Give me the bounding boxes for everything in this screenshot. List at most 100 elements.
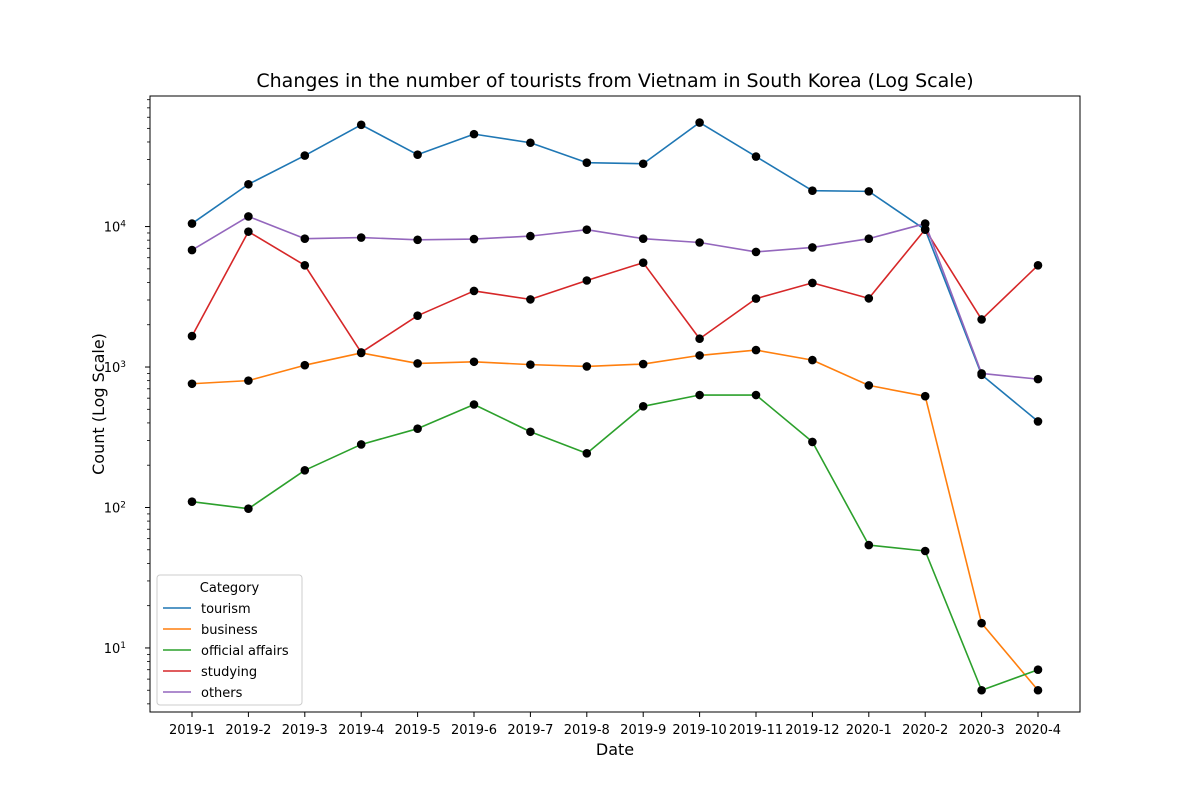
data-point-tourism [751, 152, 761, 161]
legend-label: business [201, 623, 258, 638]
data-point-studying [356, 348, 366, 357]
data-point-others [695, 238, 704, 247]
data-point-official-affairs [920, 546, 930, 556]
data-point-others [920, 219, 930, 228]
data-point-business [469, 357, 479, 367]
data-point-studying [300, 260, 310, 270]
y-tick-exponent: 2 [120, 500, 126, 510]
data-point-tourism [582, 158, 592, 167]
y-tick-label: 102 [104, 500, 126, 516]
data-point-business [1033, 685, 1043, 695]
data-point-official-affairs [977, 685, 986, 695]
series-line-others [191, 215, 1039, 380]
data-point-studying [1033, 260, 1043, 270]
x-axis: 2019-1 2019-2 2019-3 2019-4 2019-5 2019-6 2019… [169, 712, 1061, 738]
data-point-others [300, 234, 310, 243]
data-point-business [582, 362, 592, 371]
data-point-business [526, 360, 535, 369]
data-point-tourism [808, 186, 817, 195]
data-point-others [977, 369, 986, 378]
data-point-tourism [187, 219, 197, 228]
data-point-studying [864, 294, 874, 303]
data-point-tourism [300, 151, 310, 160]
data-point-studying [244, 227, 253, 236]
x-tick-label: 2020-2 [902, 723, 948, 738]
data-point-studying [977, 315, 986, 324]
data-point-studying [751, 294, 761, 303]
data-point-business [300, 360, 310, 370]
x-axis-label: Date [596, 740, 634, 759]
data-point-studying [582, 276, 592, 285]
x-tick-label: 2019-7 [507, 723, 553, 738]
data-point-business [808, 355, 817, 365]
data-point-others [864, 234, 874, 243]
data-point-business [977, 618, 986, 628]
data-point-others [751, 247, 761, 257]
legend-label: tourism [201, 602, 251, 617]
data-point-others [413, 235, 422, 245]
y-tick-exponent: 3 [120, 360, 126, 370]
legend-label: studying [201, 665, 257, 680]
data-point-others [638, 234, 648, 243]
legend-title: Category [200, 581, 260, 596]
x-tick-label: 2019-2 [225, 723, 271, 738]
data-point-official-affairs [808, 437, 817, 447]
data-point-business [187, 379, 197, 389]
series-line-official-affairs [191, 394, 1039, 692]
data-point-studying [638, 258, 648, 267]
x-tick-label: 2019-3 [282, 723, 328, 738]
x-tick-label: 2019-1 [169, 723, 215, 738]
plot-frame [149, 95, 1081, 713]
y-tick-label: 104 [104, 220, 127, 236]
x-tick-label: 2019-6 [451, 723, 497, 738]
series-line-business [191, 349, 1039, 691]
data-point-business [244, 376, 253, 385]
plot-area [187, 118, 1043, 695]
data-point-tourism [1033, 417, 1043, 426]
data-point-studying [695, 334, 704, 344]
legend-box [156, 574, 303, 706]
data-point-official-affairs [187, 497, 197, 506]
y-tick-label: 101 [104, 641, 126, 657]
series-line-tourism [191, 121, 1039, 423]
data-point-others [356, 233, 366, 242]
x-tick-label: 2019-11 [729, 723, 783, 738]
data-point-studying [187, 331, 197, 341]
x-tick-label: 2019-5 [395, 723, 441, 738]
y-tick-label: 103 [104, 360, 126, 376]
y-tick-base: 10 [104, 642, 121, 657]
data-point-tourism [526, 138, 535, 148]
data-point-official-affairs [1033, 665, 1043, 675]
data-point-business [695, 351, 704, 360]
data-point-studying [469, 286, 479, 296]
y-axis-label: Count (Log Scale) [89, 333, 108, 475]
x-tick-label: 2019-8 [564, 723, 610, 738]
data-point-others [469, 234, 479, 244]
x-tick-label: 2019-9 [620, 723, 666, 738]
data-point-others [1033, 374, 1043, 384]
data-point-official-affairs [695, 390, 704, 400]
data-point-official-affairs [244, 504, 253, 514]
data-point-studying [413, 311, 422, 320]
data-point-others [808, 243, 817, 252]
data-point-official-affairs [526, 427, 535, 437]
x-tick-label: 2020-1 [846, 723, 892, 738]
y-tick-base: 10 [104, 361, 121, 376]
x-tick-label: 2020-4 [1015, 723, 1061, 738]
data-point-others [244, 212, 253, 221]
data-point-tourism [244, 179, 253, 189]
y-tick-exponent: 4 [120, 220, 126, 230]
data-point-official-affairs [582, 449, 592, 458]
data-point-studying [808, 278, 817, 288]
data-point-others [187, 245, 197, 255]
legend-label: others [201, 686, 243, 701]
data-point-official-affairs [638, 402, 648, 411]
data-point-tourism [864, 187, 874, 196]
data-point-official-affairs [413, 424, 422, 433]
data-point-studying [526, 295, 535, 304]
data-point-official-affairs [469, 400, 479, 409]
data-point-business [751, 345, 761, 355]
chart-title: Changes in the number of tourists from V… [256, 70, 973, 92]
